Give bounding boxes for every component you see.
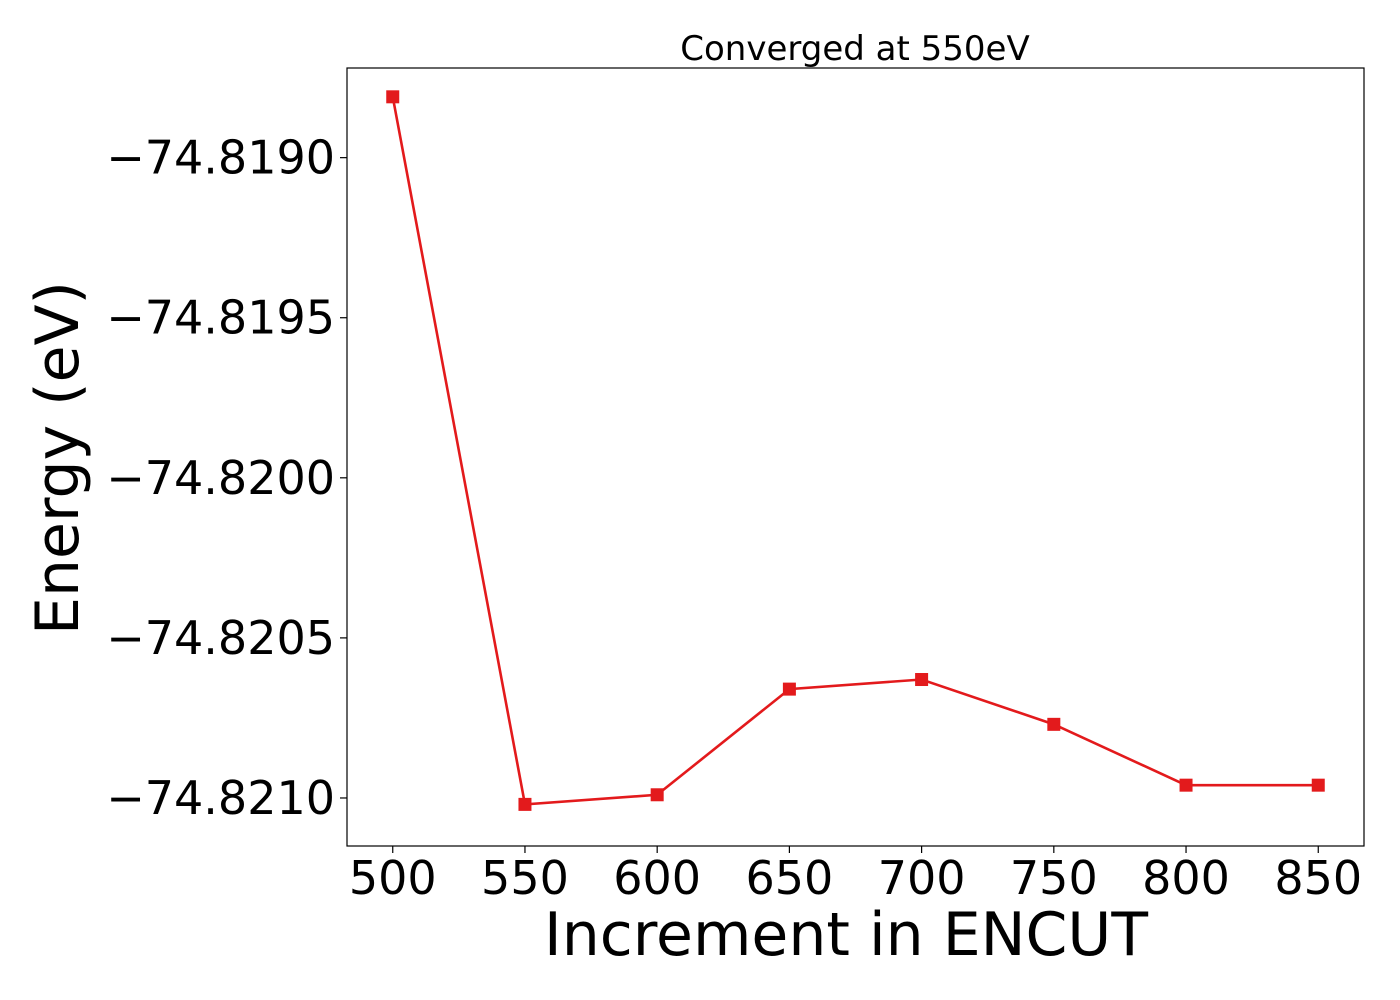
y-axis-ticks: −74.8190 −74.8195 −74.8200 −74.8205 −74.8210 — [106, 131, 347, 825]
y-tick-label: −74.8210 — [106, 771, 335, 825]
data-point-marker — [1179, 778, 1193, 792]
x-tick-label: 850 — [1274, 851, 1362, 905]
x-axis-label: Increment in ENCUT — [544, 900, 1148, 970]
x-tick-label: 800 — [1142, 851, 1230, 905]
x-tick-label: 700 — [878, 851, 966, 905]
data-point-marker — [386, 90, 400, 104]
plot-series — [386, 90, 1325, 811]
y-tick-label: −74.8205 — [106, 611, 335, 665]
data-point-marker — [1311, 778, 1325, 792]
x-tick-label: 500 — [349, 851, 437, 905]
chart-title: Converged at 550eV — [680, 29, 1029, 69]
y-tick-label: −74.8200 — [106, 451, 335, 505]
x-tick-label: 650 — [745, 851, 833, 905]
x-tick-label: 550 — [481, 851, 569, 905]
plot-frame — [346, 67, 1365, 847]
series-line — [391, 96, 1319, 806]
x-tick-label: 600 — [613, 851, 701, 905]
data-point-marker — [650, 788, 664, 802]
data-point-marker — [782, 682, 796, 696]
data-point-marker — [915, 673, 929, 687]
y-axis-label: Energy (eV) — [23, 281, 93, 635]
y-tick-label: −74.8195 — [106, 291, 335, 345]
x-axis-ticks: 500 550 600 650 700 750 800 850 — [349, 846, 1362, 905]
data-point-marker — [518, 797, 532, 811]
x-tick-label: 750 — [1010, 851, 1098, 905]
data-point-marker — [1047, 717, 1061, 731]
y-tick-label: −74.8190 — [106, 131, 335, 185]
